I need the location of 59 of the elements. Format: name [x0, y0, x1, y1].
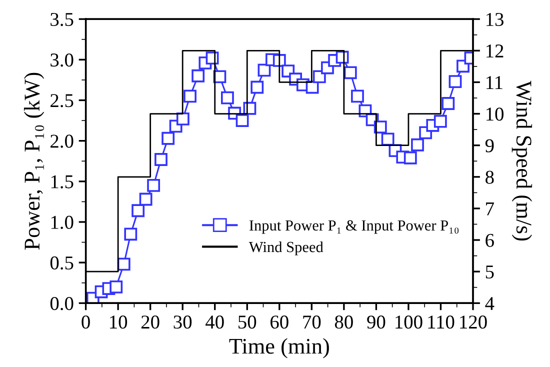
y2-axis-title: Wind Speed (m/s)	[512, 80, 532, 241]
y2-tick-label: 4	[485, 297, 494, 310]
y-tick-label: 0.0	[50, 296, 74, 310]
y2-tick-label: 11	[486, 76, 502, 89]
x-tick-label: 10	[110, 316, 128, 329]
legend-label: Input Power P₁ & Input Power P₁₀	[249, 220, 459, 234]
point	[381, 132, 394, 146]
x-axis-title: Time (min)	[229, 338, 329, 358]
x-tick-label: 20	[141, 316, 160, 329]
y-tick-label: 0.5	[50, 256, 74, 270]
point	[110, 280, 123, 294]
point	[344, 66, 357, 80]
y2-tick-label: 12	[486, 44, 504, 58]
point	[117, 258, 130, 271]
point	[154, 153, 168, 166]
y-axis-title: Power, P₁, P₁₀ (kW)	[24, 72, 44, 250]
y-tick-label: 1.5	[51, 175, 74, 188]
y2-tick-label: 6	[486, 234, 494, 247]
legend-label: Wind Speed	[248, 241, 324, 256]
y-tick-label: 2.5	[50, 94, 74, 108]
y-tick-label: 1.0	[51, 216, 74, 230]
x-tick-label: 60	[270, 316, 288, 329]
point	[184, 90, 196, 103]
x-tick-label: 80	[334, 316, 353, 329]
point	[176, 112, 190, 126]
y-tick-label: 3.0	[50, 53, 74, 67]
point	[434, 114, 447, 128]
point	[124, 228, 138, 241]
point	[139, 192, 152, 206]
point	[132, 204, 145, 218]
x-tick-label: 120	[460, 316, 487, 329]
x-tick-label: 0	[82, 316, 90, 329]
x-tick-label: 40	[206, 316, 224, 329]
y2-tick-label: 9	[485, 139, 494, 152]
point	[236, 114, 249, 127]
x-tick-label: 90	[367, 316, 386, 329]
point	[404, 151, 417, 164]
y2-tick-label: 8	[486, 170, 494, 184]
point	[192, 69, 205, 82]
y2-tick-label: 10	[486, 108, 504, 121]
x-tick-label: 100	[396, 316, 422, 329]
x-tick-label: 30	[174, 316, 192, 329]
point	[411, 138, 424, 152]
point	[312, 70, 326, 84]
x-tick-label: 70	[303, 316, 321, 329]
x-tick-label: 110	[428, 316, 454, 329]
y-tick-label: 3.5	[50, 12, 74, 26]
point	[250, 80, 264, 94]
point	[351, 90, 364, 103]
point	[147, 179, 160, 192]
point	[162, 132, 175, 145]
y2-tick-label: 5	[486, 266, 494, 279]
y-tick-label: 2.0	[50, 134, 74, 148]
point	[220, 91, 234, 104]
y2-tick-label: 13	[486, 12, 504, 26]
y2-tick-label: 7	[486, 202, 494, 216]
point	[442, 97, 455, 110]
x-tick-label: 50	[238, 316, 256, 329]
point	[448, 75, 462, 88]
